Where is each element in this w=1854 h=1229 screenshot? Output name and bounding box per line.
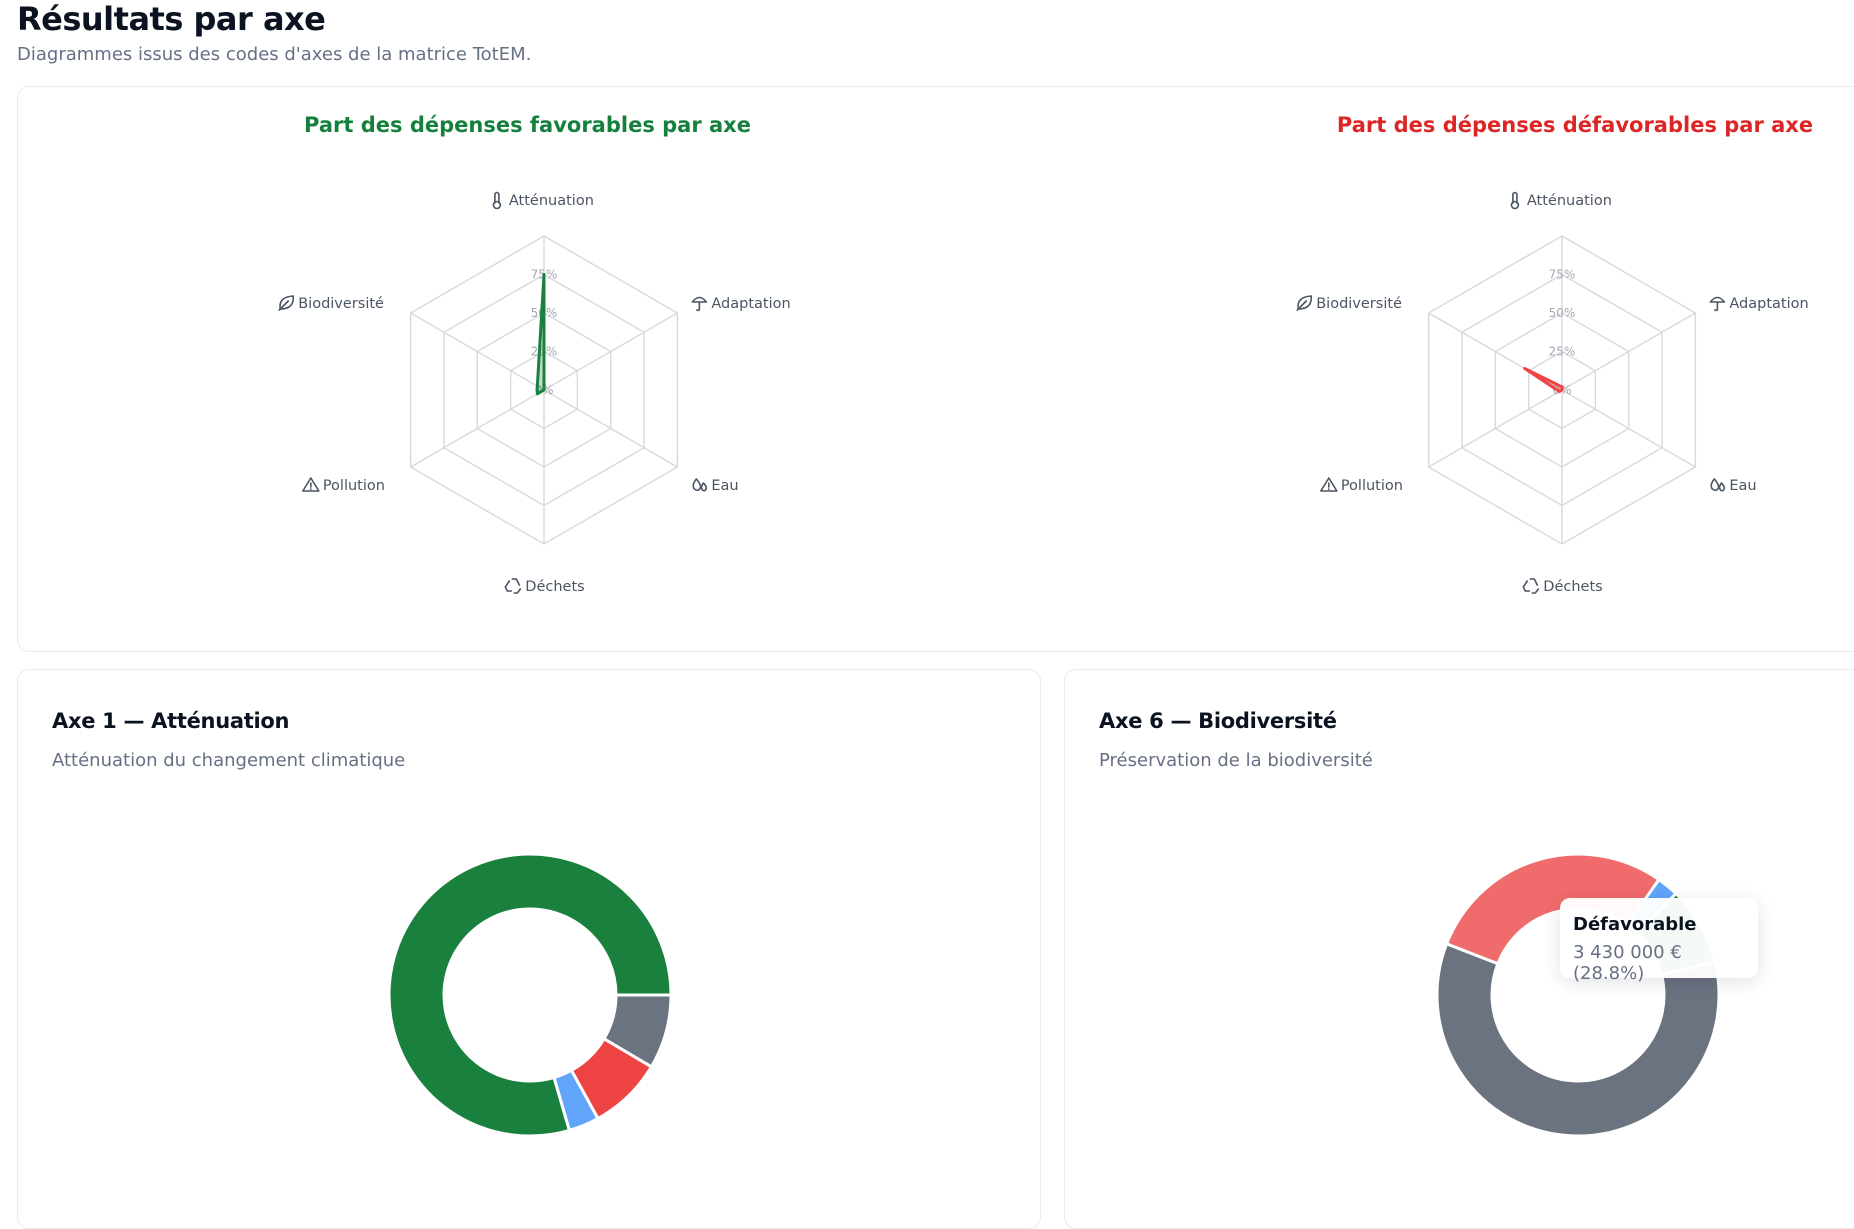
umbrella-icon <box>691 296 708 312</box>
favorable-radar-chart: 0%25%50%75%AtténuationAdaptationEauDéche… <box>278 191 791 595</box>
defavorable-radar-chart: 0%25%50%75%AtténuationAdaptationEauDéche… <box>1296 191 1809 595</box>
radar-axis-label-eau: Eau <box>1729 478 1756 494</box>
page-title: Résultats par axe <box>17 0 326 38</box>
droplets-icon <box>692 478 708 492</box>
radar-axis-label-eau: Eau <box>711 478 738 494</box>
tooltip-label: Défavorable <box>1573 914 1697 935</box>
axis6-donut-chart <box>1435 852 1721 1138</box>
axis1-title: Axe 1 — Atténuation <box>52 709 290 733</box>
radar-axis-label-pollution: Pollution <box>1341 478 1403 494</box>
radar-axis-label-dechets: Déchets <box>1543 579 1602 595</box>
radar-spoke <box>543 389 678 468</box>
recycle-icon <box>1522 578 1540 594</box>
defavorable-radar-title: Part des dépenses défavorables par axe <box>1336 113 1814 137</box>
donut-slice[interactable] <box>387 852 673 1138</box>
axis1-description: Atténuation du changement climatique <box>52 750 406 771</box>
warning-icon <box>1320 477 1338 492</box>
radar-spoke <box>543 312 678 391</box>
radar-tick-label: 50% <box>1549 306 1576 320</box>
radar-axis-label-attenuation: Atténuation <box>509 193 594 209</box>
leaf-icon <box>278 295 295 311</box>
radar-spoke <box>1561 312 1696 391</box>
leaf-icon <box>1296 295 1313 311</box>
radar-axis-label-biodiversite: Biodiversité <box>298 296 384 312</box>
radar-data-series[interactable] <box>1523 366 1564 394</box>
axis6-description: Préservation de la biodiversité <box>1099 750 1373 771</box>
radar-axis-label-adaptation: Adaptation <box>1729 296 1808 312</box>
radar-data-series[interactable] <box>535 273 546 396</box>
chart-tooltip: Défavorable 3 430 000 € (28.8%) <box>1560 898 1758 984</box>
umbrella-icon <box>1709 296 1726 312</box>
droplets-icon <box>1710 478 1726 492</box>
donut-slice[interactable] <box>1435 941 1721 1138</box>
radar-spoke <box>1428 389 1563 468</box>
donut-slice[interactable] <box>1444 852 1661 966</box>
radar-axis-label-adaptation: Adaptation <box>711 296 790 312</box>
recycle-icon <box>504 578 522 594</box>
favorable-radar-title: Part des dépenses favorables par axe <box>304 113 751 137</box>
radar-spoke <box>410 389 545 468</box>
radar-axis-label-pollution: Pollution <box>323 478 385 494</box>
thermometer-icon <box>492 191 502 210</box>
radar-tick-label: 75% <box>1549 268 1576 282</box>
tooltip-value: 3 430 000 € (28.8%) <box>1573 942 1682 984</box>
page-subtitle: Diagrammes issus des codes d'axes de la … <box>17 44 532 65</box>
warning-icon <box>302 477 320 492</box>
radar-axis-label-attenuation: Atténuation <box>1527 193 1612 209</box>
thermometer-icon <box>1510 191 1520 210</box>
axis1-donut-chart <box>387 852 673 1138</box>
radar-axis-label-dechets: Déchets <box>525 579 584 595</box>
axis6-title: Axe 6 — Biodiversité <box>1099 709 1337 733</box>
radar-spoke <box>1561 389 1696 468</box>
radar-spoke <box>410 312 545 391</box>
radar-card <box>17 86 1854 652</box>
radar-tick-label: 25% <box>1549 345 1576 359</box>
radar-axis-label-biodiversite: Biodiversité <box>1316 296 1402 312</box>
